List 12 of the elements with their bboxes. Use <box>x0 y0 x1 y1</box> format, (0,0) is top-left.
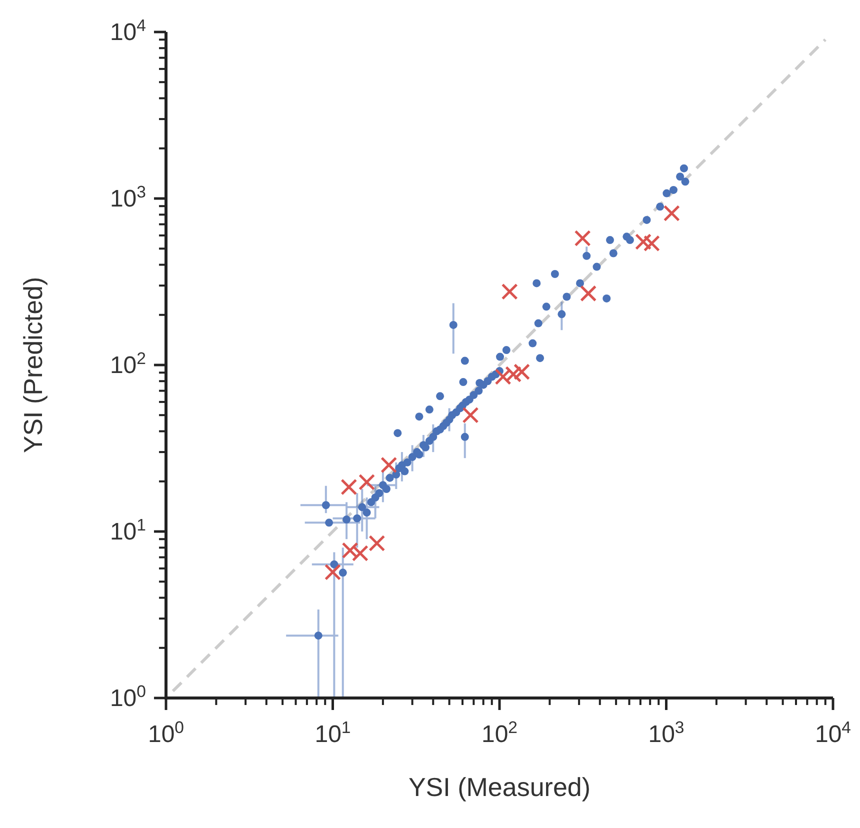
x-tick-label: 10$^{2}$ <box>481 718 518 748</box>
y-tick-label: 10$^{0}$ <box>110 682 146 712</box>
y-tick-label: 10$^{2}$ <box>110 348 146 379</box>
y-tick-label: 10$^{3}$ <box>110 182 146 212</box>
x-tick-label: 10$^{0}$ <box>148 718 184 748</box>
x-tick-label: 10$^{1}$ <box>314 718 351 748</box>
x-axis-title: YSI (Measured) <box>408 772 591 802</box>
x-tick-label: 10$^{4}$ <box>814 718 852 748</box>
x-tick-label: 10$^{3}$ <box>648 718 684 748</box>
y-axis-title: YSI (Predicted) <box>18 276 48 454</box>
y-tick-label: 10$^{4}$ <box>110 16 146 46</box>
y-tick-label: 10$^{1}$ <box>110 515 146 546</box>
